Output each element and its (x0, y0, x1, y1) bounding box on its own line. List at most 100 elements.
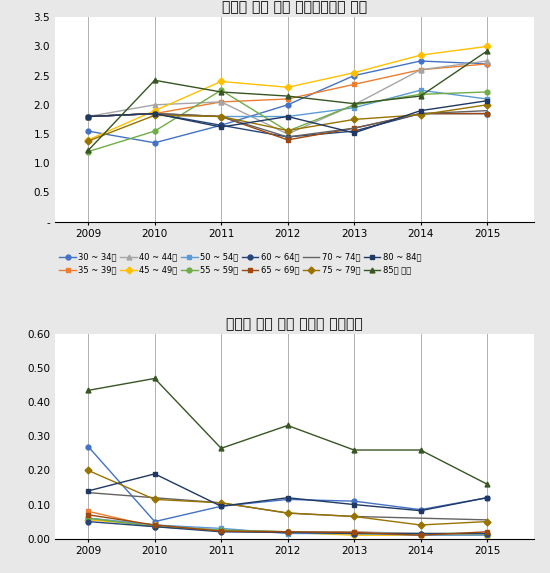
50 ~ 54세 (483, 532, 490, 539)
45 ~ 49세 (151, 107, 158, 114)
80 ~ 84세 (483, 494, 490, 501)
85세 이상 (417, 446, 424, 453)
65 ~ 69세 (151, 521, 158, 528)
30 ~ 34세 (284, 496, 291, 503)
40 ~ 44세 (218, 527, 224, 533)
55 ~ 59세 (417, 530, 424, 537)
60 ~ 64세 (85, 518, 91, 525)
60 ~ 64세 (483, 110, 490, 117)
50 ~ 54세 (483, 96, 490, 103)
40 ~ 44세 (351, 101, 358, 108)
85세 이상 (85, 147, 91, 154)
30 ~ 34세 (218, 503, 224, 509)
Line: 35 ~ 39세: 35 ~ 39세 (86, 509, 490, 537)
45 ~ 49세 (417, 532, 424, 539)
Line: 30 ~ 34세: 30 ~ 34세 (86, 444, 490, 524)
Title: 자궁암 검진 결과 상피세포이상 판정: 자궁암 검진 결과 상피세포이상 판정 (222, 1, 367, 15)
80 ~ 84세 (417, 507, 424, 514)
70 ~ 74세 (417, 515, 424, 521)
65 ~ 69세 (351, 529, 358, 536)
Line: 50 ~ 54세: 50 ~ 54세 (86, 516, 490, 537)
55 ~ 59세 (284, 128, 291, 135)
75 ~ 79세 (85, 467, 91, 474)
65 ~ 69세 (218, 113, 224, 120)
Line: 40 ~ 44세: 40 ~ 44세 (86, 58, 490, 136)
40 ~ 44세 (218, 99, 224, 105)
75 ~ 79세 (284, 127, 291, 134)
60 ~ 64세 (417, 530, 424, 537)
65 ~ 69세 (483, 110, 490, 117)
85세 이상 (218, 89, 224, 96)
75 ~ 79세 (351, 116, 358, 123)
60 ~ 64세 (284, 529, 291, 536)
70 ~ 74세 (351, 513, 358, 520)
60 ~ 64세 (218, 122, 224, 129)
35 ~ 39세 (218, 99, 224, 105)
75 ~ 79세 (483, 101, 490, 108)
75 ~ 79세 (351, 513, 358, 520)
65 ~ 69세 (284, 528, 291, 535)
30 ~ 34세 (85, 128, 91, 135)
45 ~ 49세 (284, 84, 291, 91)
60 ~ 64세 (483, 530, 490, 537)
Line: 30 ~ 34세: 30 ~ 34세 (86, 58, 490, 145)
55 ~ 59세 (351, 530, 358, 537)
85세 이상 (351, 100, 358, 107)
35 ~ 39세 (417, 66, 424, 73)
Line: 75 ~ 79세: 75 ~ 79세 (86, 103, 490, 143)
Line: 55 ~ 59세: 55 ~ 59세 (86, 88, 490, 154)
30 ~ 34세 (483, 61, 490, 68)
70 ~ 74세 (351, 125, 358, 132)
35 ~ 39세 (151, 110, 158, 117)
50 ~ 54세 (218, 525, 224, 532)
70 ~ 74세 (151, 494, 158, 501)
80 ~ 84세 (351, 501, 358, 508)
55 ~ 59세 (218, 87, 224, 93)
80 ~ 84세 (151, 470, 158, 477)
35 ~ 39세 (417, 532, 424, 539)
75 ~ 79세 (151, 112, 158, 119)
30 ~ 34세 (483, 494, 490, 501)
60 ~ 64세 (351, 128, 358, 135)
60 ~ 64세 (85, 113, 91, 120)
40 ~ 44세 (351, 528, 358, 535)
65 ~ 69세 (417, 110, 424, 117)
55 ~ 59세 (151, 128, 158, 135)
65 ~ 69세 (483, 528, 490, 535)
70 ~ 74세 (151, 110, 158, 117)
35 ~ 39세 (151, 523, 158, 530)
30 ~ 34세 (284, 101, 291, 108)
60 ~ 64세 (351, 530, 358, 537)
Title: 자궁암 검진 결과 자궁암 의심판정: 자궁암 검진 결과 자궁암 의심판정 (226, 317, 362, 332)
65 ~ 69세 (218, 528, 224, 535)
80 ~ 84세 (151, 110, 158, 117)
80 ~ 84세 (218, 503, 224, 509)
55 ~ 59세 (85, 515, 91, 521)
60 ~ 64세 (284, 134, 291, 140)
45 ~ 49세 (218, 528, 224, 535)
80 ~ 84세 (351, 129, 358, 136)
70 ~ 74세 (284, 134, 291, 140)
40 ~ 44세 (417, 66, 424, 73)
40 ~ 44세 (151, 101, 158, 108)
55 ~ 59세 (417, 91, 424, 98)
60 ~ 64세 (151, 110, 158, 117)
30 ~ 34세 (151, 139, 158, 146)
80 ~ 84세 (218, 124, 224, 131)
50 ~ 54세 (417, 532, 424, 539)
55 ~ 59세 (351, 101, 358, 108)
85세 이상 (151, 77, 158, 84)
55 ~ 59세 (284, 528, 291, 535)
35 ~ 39세 (351, 81, 358, 88)
45 ~ 49세 (85, 136, 91, 143)
50 ~ 54세 (284, 530, 291, 537)
65 ~ 69세 (351, 125, 358, 132)
55 ~ 59세 (483, 530, 490, 537)
85세 이상 (284, 93, 291, 100)
70 ~ 74세 (218, 113, 224, 120)
Line: 70 ~ 74세: 70 ~ 74세 (88, 493, 487, 520)
80 ~ 84세 (85, 113, 91, 120)
70 ~ 74세 (483, 107, 490, 114)
Line: 45 ~ 49세: 45 ~ 49세 (86, 44, 490, 142)
50 ~ 54세 (85, 515, 91, 521)
